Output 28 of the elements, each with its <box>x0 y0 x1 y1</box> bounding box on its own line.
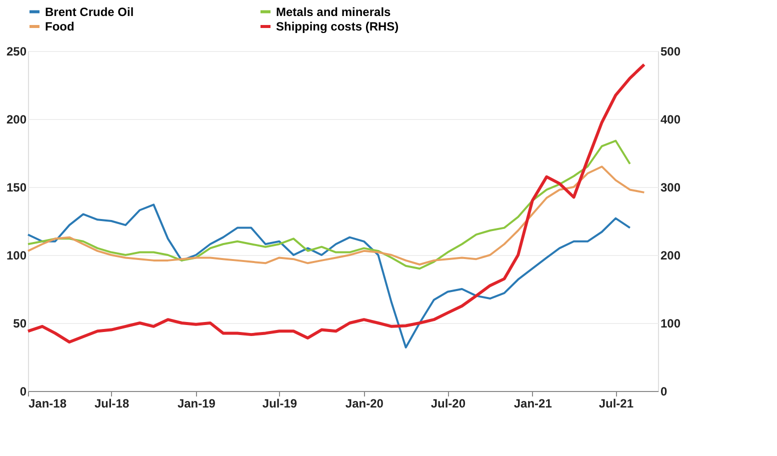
y2-tick-label: 300 <box>660 180 681 194</box>
line-series <box>27 140 631 270</box>
y-tick-label: 200 <box>6 112 27 126</box>
y-tick-label: 250 <box>6 44 27 58</box>
legend-label: Food <box>45 20 74 34</box>
line-series <box>26 63 646 344</box>
x-tick-label: Jan-18 <box>28 396 67 410</box>
y2-tick-label: 400 <box>660 112 681 126</box>
y2-tick-label: 100 <box>660 316 681 330</box>
x-tick-label: Jul-21 <box>598 396 634 410</box>
line-series <box>27 204 631 348</box>
x-tick-label: Jan-19 <box>177 396 216 410</box>
legend-label: Metals and minerals <box>276 4 392 19</box>
x-tick-label: Jul-18 <box>94 396 130 410</box>
x-tick-label: Jan-20 <box>345 396 384 410</box>
legend-label: Brent Crude Oil <box>45 4 134 19</box>
y2-tick-label: 200 <box>660 248 681 262</box>
x-tick-label: Jul-20 <box>430 396 466 410</box>
y-tick-label: 150 <box>6 180 27 194</box>
y2-tick-label: 0 <box>660 384 668 398</box>
legend-label: Shipping costs (RHS) <box>276 20 399 34</box>
x-tick-label: Jan-21 <box>514 396 552 410</box>
line-series <box>27 166 646 266</box>
y2-tick-label: 500 <box>660 44 681 58</box>
y-tick-label: 100 <box>6 248 27 262</box>
y-tick-label: 0 <box>20 384 27 398</box>
x-tick-label: Jul-19 <box>262 396 298 410</box>
y-tick-label: 50 <box>13 316 27 330</box>
